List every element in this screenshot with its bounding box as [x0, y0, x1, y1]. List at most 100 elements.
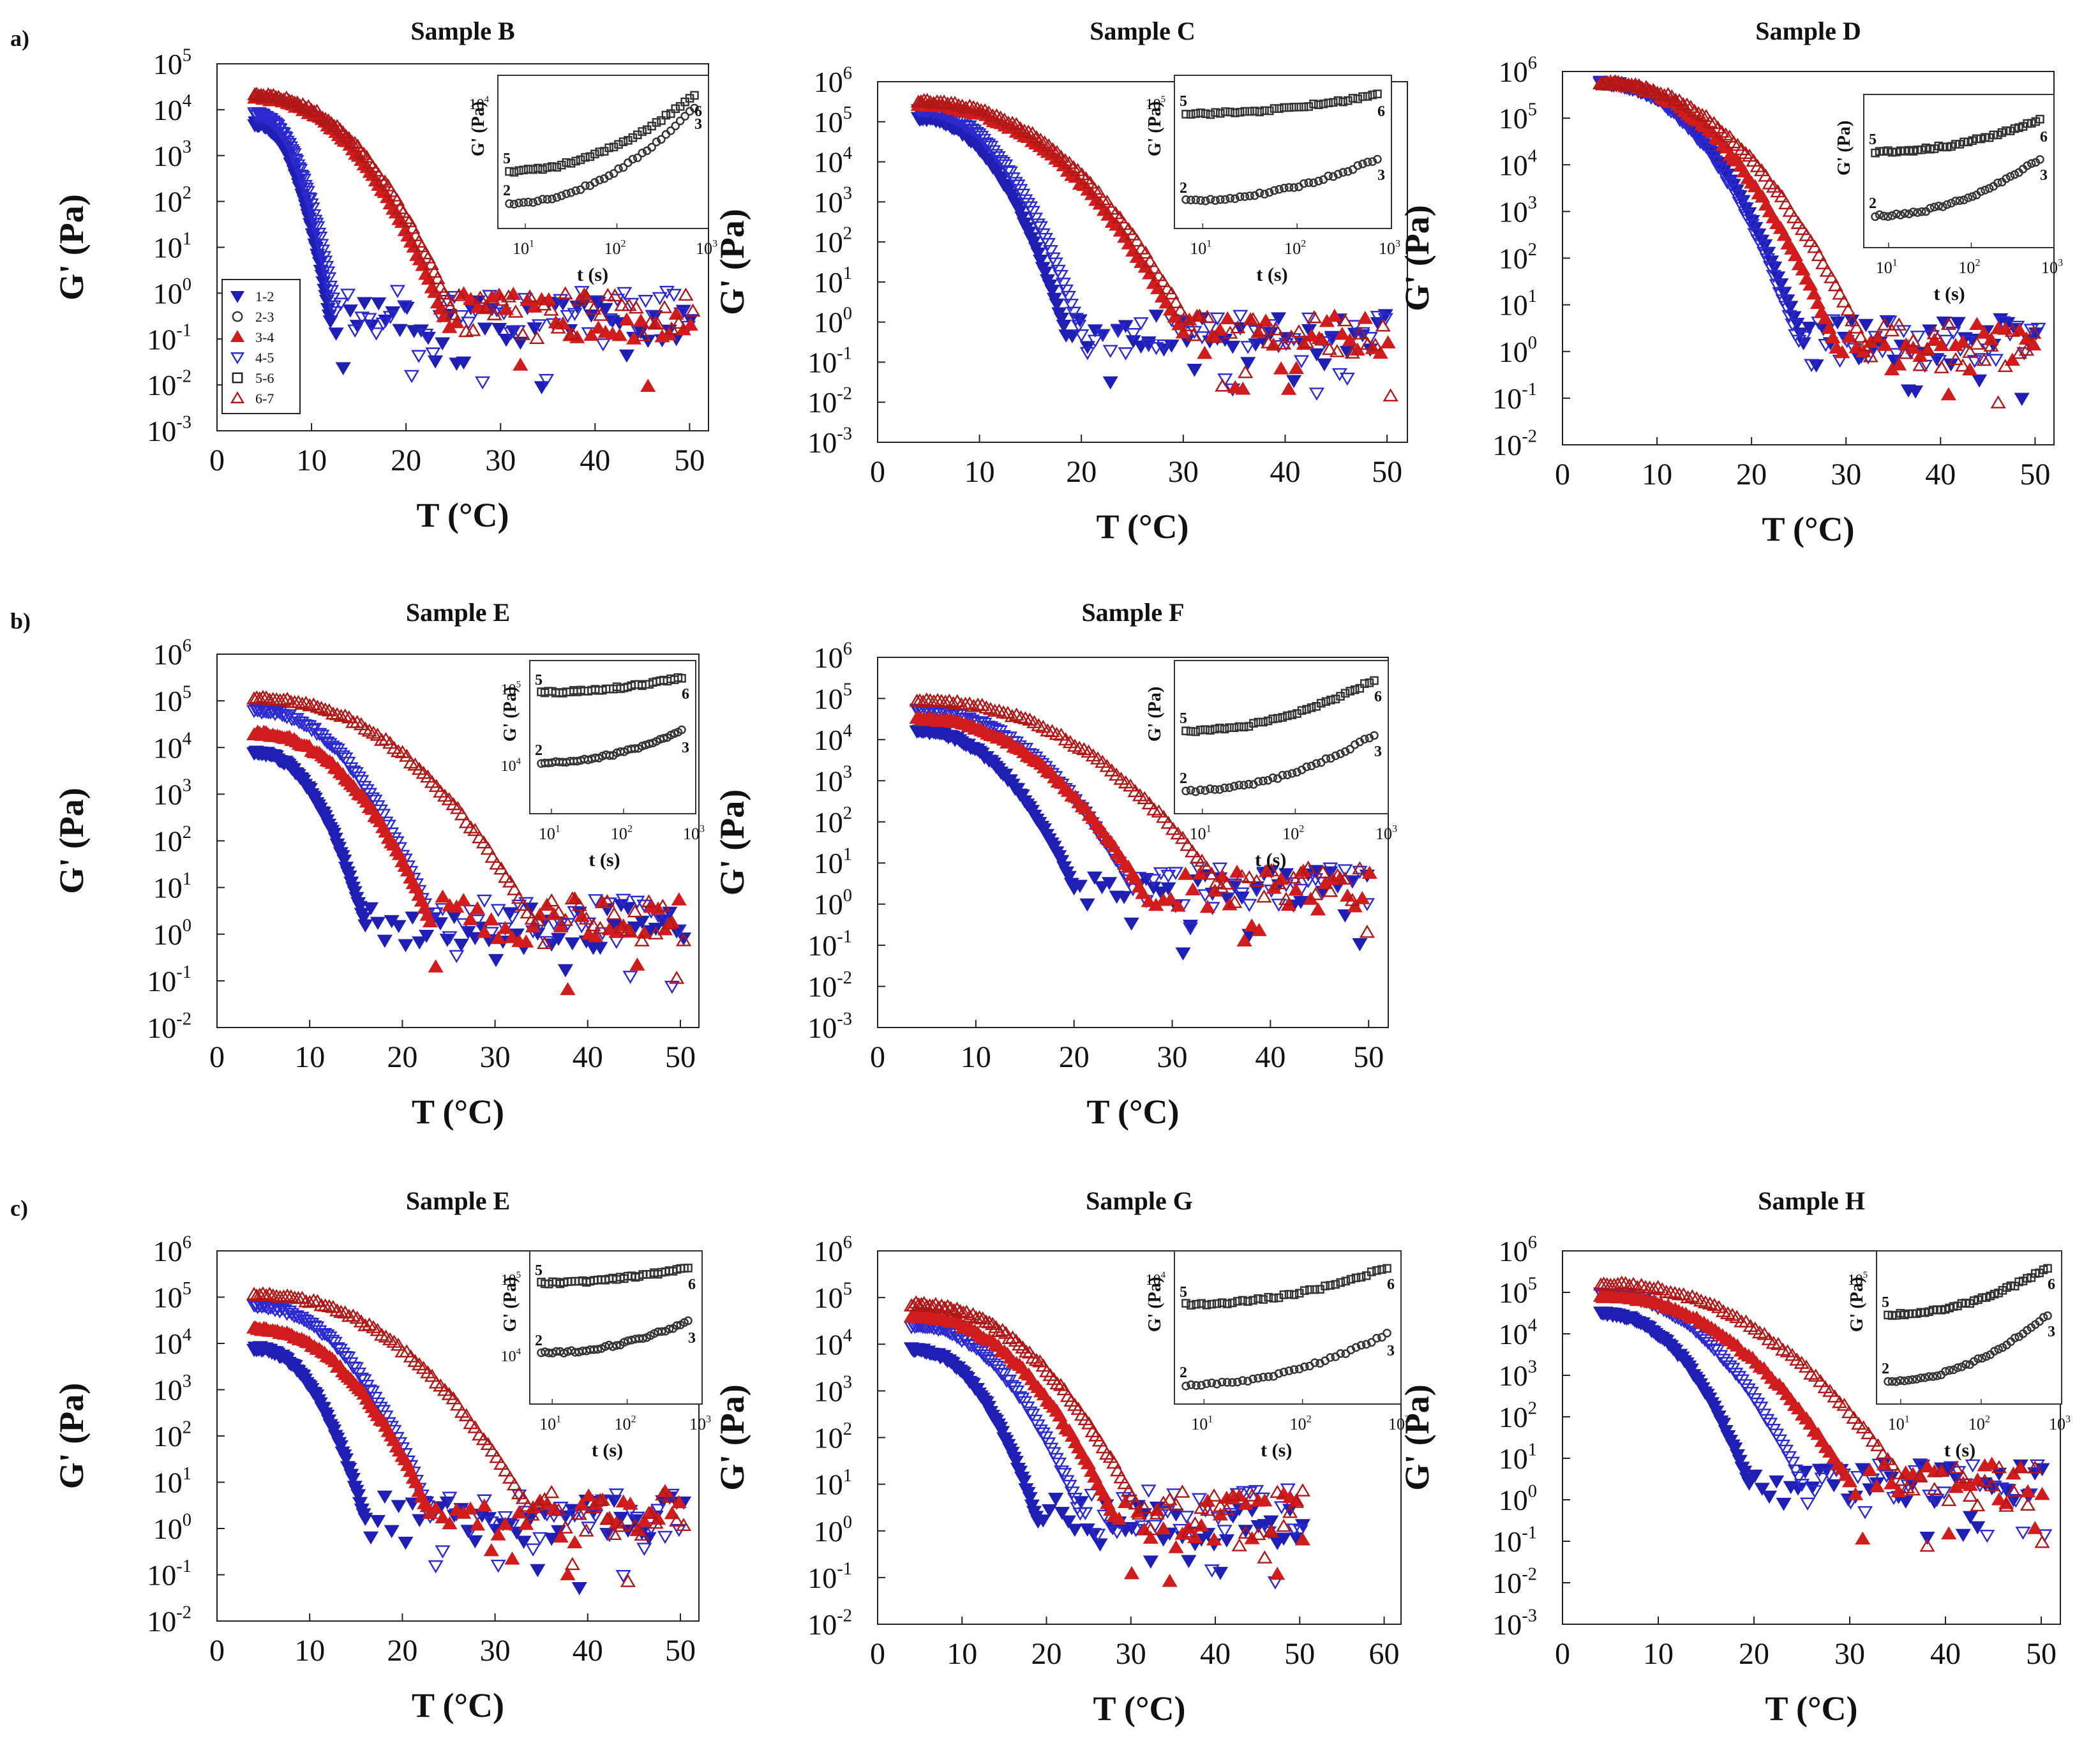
- inset-point-lower: [1259, 1373, 1268, 1382]
- data-point-6-7: [1227, 895, 1243, 908]
- data-point-4-5: [657, 1530, 673, 1544]
- tick-exponent: -3: [837, 1009, 852, 1029]
- inset-point-lower: [1231, 194, 1240, 204]
- inset-point-upper: [1333, 96, 1343, 105]
- inset-point-upper: [1326, 1281, 1335, 1290]
- tick-base: 10: [814, 146, 843, 179]
- inset-point-lower: [1933, 1372, 1942, 1380]
- tick-base: 10: [147, 415, 176, 447]
- data-point-4-5: [1807, 1485, 1823, 1499]
- inset-point-lower: [1294, 1364, 1304, 1373]
- data-point-6-7: [1905, 1482, 1921, 1496]
- data-point-6-7: [1631, 78, 1647, 91]
- data-point-3-4: [560, 982, 576, 996]
- x-tick-label: 40: [573, 1040, 603, 1074]
- inset-x-tick-label: 102: [1284, 238, 1306, 258]
- data-point-6-7: [1238, 1525, 1254, 1539]
- inset-point-upper: [1181, 726, 1190, 736]
- tick-base: 10: [611, 825, 627, 843]
- inset-point-upper: [1356, 1273, 1366, 1282]
- legend-label: 2-3: [255, 309, 274, 325]
- inset-point-upper: [624, 136, 633, 145]
- y-axis-label: G' (Pa): [713, 789, 751, 895]
- data-point-6-7: [294, 696, 310, 710]
- inset-point-lower: [1293, 768, 1301, 777]
- inset-point-lower: [1181, 1381, 1190, 1391]
- tick-exponent: 6: [1528, 53, 1537, 73]
- data-point-6-7: [1955, 1470, 1971, 1484]
- data-point-3-4: [449, 315, 465, 329]
- inset-point-upper: [1248, 1296, 1257, 1305]
- data-point-4-5: [608, 1488, 624, 1502]
- data-point-6-7: [353, 144, 369, 158]
- data-point-1-2: [527, 322, 543, 336]
- inset-point-upper: [1250, 107, 1259, 116]
- tick-exponent: 3: [843, 184, 852, 204]
- inset-point-upper: [1341, 1276, 1351, 1286]
- tick-exponent: 1: [556, 1414, 561, 1424]
- inset-point-upper: [1367, 1267, 1376, 1276]
- x-tick-label: 20: [1736, 458, 1767, 491]
- tick-exponent: 2: [627, 823, 633, 834]
- data-point-4-5: [463, 1525, 479, 1538]
- inset-point-upper: [1215, 723, 1224, 733]
- data-point-6-7: [451, 288, 467, 301]
- tick-base: 10: [1492, 1608, 1522, 1641]
- inset-point-lower: [675, 116, 685, 126]
- x-axis-label: T (°C): [1765, 1689, 1857, 1728]
- data-point-6-7: [1204, 866, 1220, 880]
- tick-exponent: 1: [183, 229, 191, 249]
- data-point-4-5: [1061, 1479, 1077, 1493]
- data-point-6-7: [249, 1288, 265, 1302]
- tick-base: 10: [814, 641, 843, 674]
- data-point-1-2: [1747, 1469, 1763, 1483]
- tick-exponent: 3: [1395, 238, 1400, 249]
- tick-base: 10: [539, 1415, 556, 1433]
- inset-point-upper: [1222, 1299, 1232, 1308]
- data-point-6-7: [1165, 821, 1181, 835]
- data-point-6-7: [578, 289, 595, 303]
- data-point-3-4: [611, 327, 627, 341]
- data-point-6-7: [1799, 228, 1815, 241]
- inset-point-upper: [1284, 103, 1294, 112]
- tick-base: 10: [1499, 1276, 1528, 1309]
- data-point-4-5: [262, 706, 278, 720]
- data-point-6-7: [1230, 320, 1246, 334]
- y-axis-label: G' (Pa): [52, 788, 91, 893]
- tick-base: 10: [807, 1012, 837, 1044]
- data-point-3-4: [1969, 317, 1985, 331]
- row-label: a): [10, 26, 29, 51]
- data-point-6-7: [1765, 1335, 1781, 1349]
- data-point-6-7: [1679, 97, 1695, 111]
- inset-point-lower: [1905, 209, 1914, 218]
- data-point-3-4: [664, 1506, 680, 1520]
- data-point-6-7: [1025, 1350, 1041, 1364]
- data-point-6-7: [374, 172, 390, 186]
- tick-base: 10: [814, 1469, 843, 1501]
- data-point-4-5: [1878, 1470, 1894, 1483]
- data-point-6-7: [592, 920, 608, 934]
- inset-point-lower: [1314, 176, 1323, 186]
- data-point-6-7: [1857, 338, 1873, 352]
- inset-point-lower: [1884, 212, 1892, 221]
- inset-point-upper: [1350, 685, 1360, 694]
- data-point-6-7: [1926, 326, 1942, 340]
- inset-point-lower: [1187, 1380, 1195, 1389]
- inset-curve-label: 3: [1377, 167, 1385, 184]
- tick-base: 10: [814, 1422, 843, 1454]
- tick-base: 10: [814, 226, 843, 258]
- data-point-4-5: [490, 904, 506, 918]
- inset-point-upper: [1206, 726, 1215, 735]
- inset-point-lower: [1268, 773, 1277, 782]
- data-point-3-4: [1235, 381, 1251, 395]
- x-tick-label: 40: [573, 1634, 603, 1668]
- data-point-4-5: [1007, 177, 1023, 190]
- tick-exponent: 6: [183, 1232, 191, 1252]
- tick-exponent: 1: [555, 823, 560, 834]
- inset-point-lower: [1887, 1377, 1897, 1386]
- data-point-6-7: [1192, 308, 1208, 322]
- inset-point-lower: [1977, 1354, 1987, 1363]
- data-point-6-7: [1962, 1488, 1979, 1502]
- inset-y-tick-label: 104: [501, 756, 521, 775]
- data-point-6-7: [1275, 336, 1292, 350]
